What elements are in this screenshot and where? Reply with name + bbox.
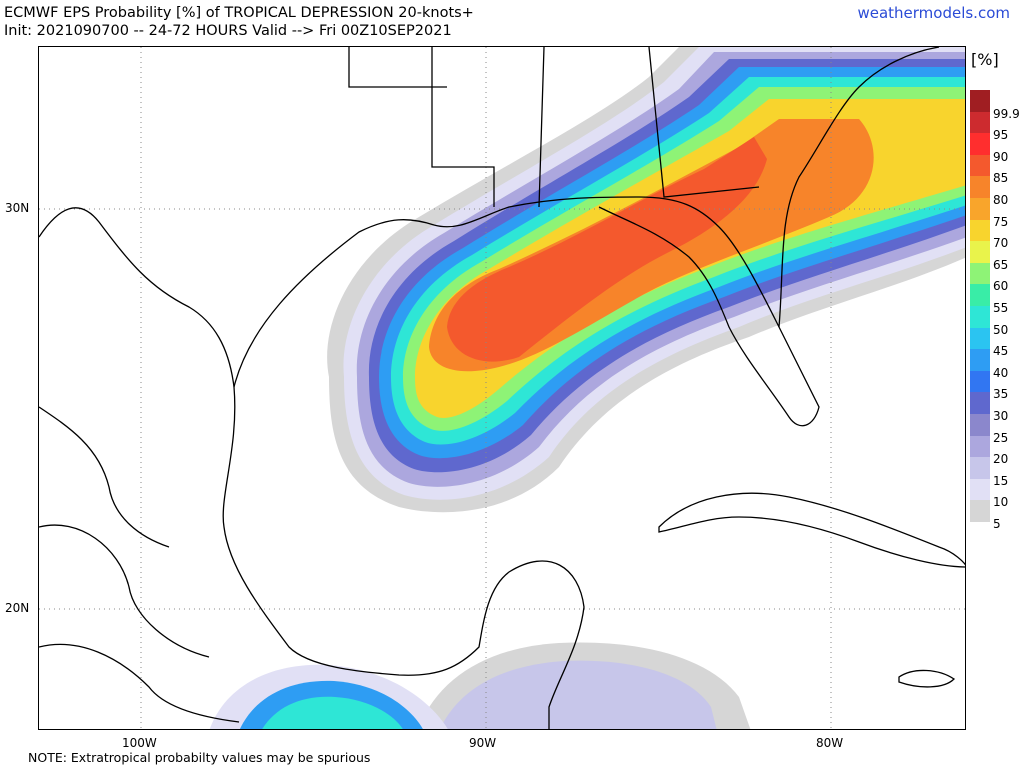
legend-tick-label: 15 (993, 473, 1009, 488)
us-gulf-coast (233, 196, 820, 427)
legend-tick-label: 55 (993, 301, 1009, 315)
title-line-1: ECMWF EPS Probability [%] of TROPICAL DE… (4, 5, 474, 21)
legend-tick-label: 80 (993, 193, 1009, 207)
legend-tick-label: 90 (993, 149, 1009, 164)
mexico-border-1 (39, 406, 170, 548)
legend-tick-label: 70 (993, 236, 1009, 251)
legend-swatch (970, 457, 990, 479)
legend-swatch (970, 327, 990, 350)
legend-swatch (970, 478, 990, 501)
legend-tick-label: 50 (993, 322, 1009, 337)
legend-swatch (970, 90, 990, 112)
lon-label-80w: 80W (816, 736, 844, 750)
legend-swatch (970, 284, 990, 306)
legend-tick-label: 75 (993, 214, 1009, 229)
legend-swatch (970, 154, 990, 177)
legend-tick-label: 45 (993, 344, 1009, 359)
legend-swatch (970, 133, 990, 155)
legend-tick-label: 35 (993, 387, 1009, 402)
legend-swatch (970, 306, 990, 328)
legend-tick-label: 85 (993, 171, 1009, 186)
band-se-lobe-inner (440, 660, 717, 729)
jamaica-outline (898, 669, 956, 688)
legend-swatch (970, 176, 990, 198)
legend-swatch (970, 219, 990, 242)
band-85 (447, 137, 767, 362)
lon-label-100w: 100W (122, 736, 157, 750)
legend-tick-label: 5 (993, 517, 1001, 531)
gulf-coastline (39, 207, 585, 729)
brand-label: weathermodels.com (857, 4, 1010, 22)
legend-tick-label: 65 (993, 257, 1009, 272)
legend-tick-label: 95 (993, 128, 1009, 143)
mexico-border-3 (39, 643, 240, 723)
legend-swatch (970, 111, 990, 134)
color-legend: [%] 99.9 95 90 85 80 75 70 65 60 55 50 45 40 35 30 25 20… (969, 46, 1024, 530)
state-border-3 (538, 47, 545, 208)
gridlines (39, 47, 965, 729)
us-atlantic-coast (778, 47, 940, 328)
legend-swatch (970, 414, 990, 436)
legend-swatch (970, 500, 990, 522)
lon-label-90w: 90W (469, 736, 497, 750)
coastlines (39, 47, 965, 729)
legend-swatch (970, 370, 990, 393)
legend-tick-label: 10 (993, 495, 1009, 510)
legend-swatch (970, 435, 990, 458)
state-border-1 (348, 47, 447, 88)
state-border-4 (648, 47, 760, 198)
legend-tick-label: 40 (993, 365, 1009, 380)
chart-title: ECMWF EPS Probability [%] of TROPICAL DE… (4, 4, 474, 40)
footer-note: NOTE: Extratropical probabilty values ma… (28, 750, 371, 765)
legend-swatch (970, 241, 990, 263)
legend-swatch (970, 392, 990, 414)
legend-tick-label: 30 (993, 409, 1009, 423)
legend-tick-label: 99.9 (993, 106, 1020, 121)
lat-label-20n: 20N (5, 601, 30, 615)
title-line-2: Init: 2021090700 -- 24-72 HOURS Valid --… (4, 23, 452, 39)
band-sw-lobe-cyan (262, 696, 403, 729)
lat-label-30n: 30N (5, 201, 30, 215)
legend-tick-label: 60 (993, 279, 1009, 294)
legend-tick-label: 20 (993, 452, 1009, 467)
legend-tick-label: 25 (993, 430, 1009, 445)
legend-swatch (970, 198, 990, 220)
legend-unit-label: [%] (971, 50, 999, 69)
state-border-2 (431, 47, 495, 207)
legend-swatch (970, 262, 990, 285)
legend-swatch (970, 349, 990, 371)
probability-plume (209, 47, 965, 729)
cuba-outline (658, 492, 965, 568)
mexico-border-2 (39, 524, 210, 658)
map-panel (38, 46, 966, 730)
map-canvas (39, 47, 965, 729)
